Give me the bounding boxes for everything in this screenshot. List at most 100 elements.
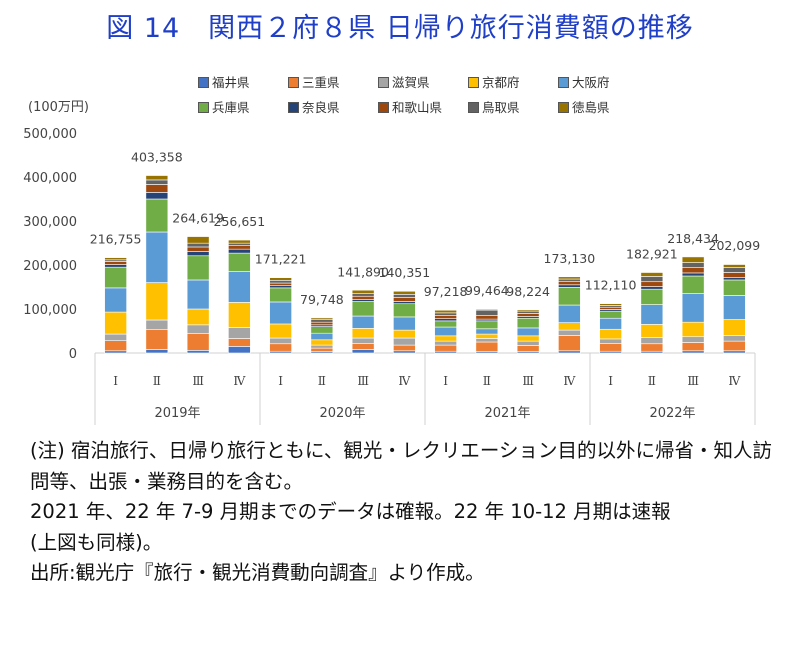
bar-total-label: 99,464 [465, 283, 509, 298]
bar-total-label: 112,110 [585, 278, 637, 293]
bar-segment [558, 329, 581, 336]
bar-segment [186, 251, 210, 257]
bar-segment [104, 333, 127, 341]
bar-segment [310, 326, 334, 334]
bar-segment [516, 327, 540, 337]
legend-item: 大阪府 [558, 72, 610, 91]
bar-segment [104, 340, 127, 352]
legend-item: 兵庫県 [198, 97, 250, 116]
x-tick-label: Ⅲ [357, 374, 369, 388]
y-tick-label: 500,000 [23, 127, 77, 142]
bar-segment [475, 333, 499, 339]
bar-segment [186, 350, 210, 354]
bar-segment [640, 286, 664, 290]
bar-segment [269, 280, 292, 284]
bar-segment [104, 266, 127, 289]
bar-segment [351, 299, 375, 302]
bar-segment [393, 297, 416, 302]
bar-segment [269, 301, 292, 325]
legend-swatch [378, 102, 389, 113]
legend-swatch [378, 77, 389, 88]
bar-segment [351, 328, 375, 339]
bar-total-label: 97,218 [424, 284, 468, 299]
bar-segment [269, 323, 292, 339]
bar-segment [269, 282, 292, 286]
bar-segment [145, 231, 169, 283]
bar-segment [599, 306, 622, 310]
bar-segment [475, 320, 499, 330]
bar-segment [145, 192, 169, 200]
x-tick-label: Ⅱ [318, 374, 326, 388]
bar-segment [228, 302, 251, 328]
bar-segment [558, 350, 581, 354]
bar-segment [640, 276, 664, 283]
bar-total-label: 98,224 [506, 284, 550, 299]
x-tick-label: Ⅱ [153, 374, 161, 388]
bar-segment [681, 350, 705, 354]
x-tick-label: Ⅰ [443, 374, 448, 388]
bar-segment [228, 245, 251, 250]
bar-segment [104, 261, 127, 265]
legend-label: 三重県 [302, 75, 340, 90]
bar-segment [723, 272, 746, 278]
bar-segment [640, 281, 664, 287]
bar-segment [681, 256, 705, 263]
bar-segment [516, 345, 540, 352]
legend-item: 京都府 [468, 72, 520, 91]
y-tick-label: 200,000 [23, 259, 77, 274]
note-line: 出所:観光庁『旅行・観光消費動向調査』より作成。 [30, 561, 485, 584]
bar-total-label: 173,130 [544, 251, 596, 266]
bar-segment [599, 310, 622, 319]
x-tick-label: Ⅲ [522, 374, 534, 388]
bar-segment [269, 337, 292, 345]
notes-block: (注) 宿泊旅行、日帰り旅行ともに、観光・レクリエーション目的以外に帰省・知人訪… [30, 436, 785, 589]
bar-segment [393, 337, 416, 346]
bar-segment [475, 338, 499, 343]
x-tick-label: Ⅱ [483, 374, 491, 388]
bar-total-label: 182,921 [626, 247, 678, 262]
bar-segment [186, 246, 210, 252]
bar-segment [558, 280, 581, 286]
bar-segment [186, 333, 210, 351]
bar-segment [681, 336, 705, 343]
bar-segment [145, 319, 169, 330]
bar-segment [640, 337, 664, 345]
legend-swatch [468, 102, 479, 113]
bar-segment [516, 309, 540, 312]
bar-segment [599, 303, 622, 306]
bar-segment [269, 277, 292, 281]
bar-segment [516, 340, 540, 346]
bar-total-label: 79,748 [300, 292, 344, 307]
legend-swatch [468, 77, 479, 88]
bar-segment [186, 236, 210, 244]
bar-segment [723, 319, 746, 336]
legend-label: 鳥取県 [482, 100, 520, 115]
bar-segment [186, 242, 210, 248]
bar-segment [186, 255, 210, 281]
bar-segment [393, 316, 416, 331]
bar-segment [351, 295, 375, 300]
bar-segment [104, 257, 127, 261]
legend-swatch [288, 77, 299, 88]
bar-segment [393, 329, 416, 339]
bar-segment [558, 304, 581, 323]
bar-segment [351, 343, 375, 350]
bar-segment [558, 276, 581, 280]
bar-total-label: 216,755 [90, 232, 142, 247]
bar-segment [434, 320, 457, 328]
bar-total-label: 218,434 [667, 231, 719, 246]
bar-segment [228, 327, 251, 339]
legend-item: 滋賀県 [378, 72, 430, 91]
bar-segment [723, 340, 746, 352]
bar-segment [723, 277, 746, 281]
x-tick-label: Ⅱ [648, 374, 656, 388]
bar-total-label: 140,351 [379, 265, 431, 280]
bar-segment [723, 350, 746, 354]
note-line: 2021 年、22 年 7-9 月期までのデータは確報。22 年 10-12 月… [30, 500, 671, 523]
bar-segment [475, 328, 499, 335]
bar-total-label: 403,358 [131, 150, 183, 165]
bar-segment [104, 311, 127, 335]
x-tick-label: Ⅲ [687, 374, 699, 388]
x-tick-label: Ⅰ [113, 374, 118, 388]
bar-segment [145, 198, 169, 233]
